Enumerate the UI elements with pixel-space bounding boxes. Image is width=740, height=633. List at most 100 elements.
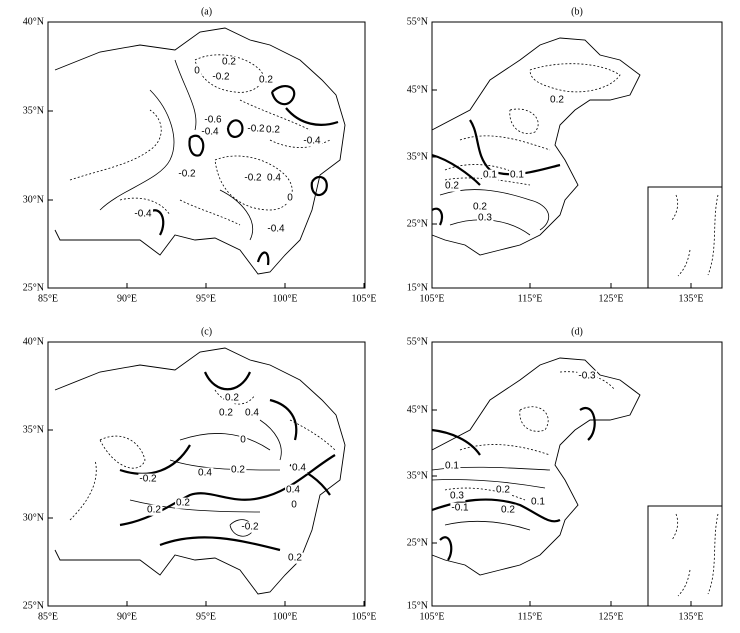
label-background bbox=[266, 223, 287, 235]
label-background bbox=[240, 521, 261, 533]
label-background bbox=[211, 71, 232, 83]
label-background bbox=[133, 208, 154, 220]
y-tick-label: 35°N bbox=[23, 105, 44, 116]
x-tick-label: 100°E bbox=[272, 293, 297, 304]
y-tick-label: 25°N bbox=[407, 537, 428, 548]
contour-label: 0.2 bbox=[219, 408, 233, 419]
contour-label: -0.3 bbox=[578, 371, 596, 382]
label-background bbox=[221, 56, 238, 68]
contour-label: -0.2 bbox=[139, 474, 157, 485]
label-background bbox=[495, 484, 512, 496]
contour-label: 0 bbox=[240, 435, 246, 446]
label-background bbox=[244, 407, 261, 419]
contour-label: 0.1 bbox=[531, 497, 545, 508]
label-background bbox=[266, 172, 283, 184]
y-tick-label: 30°N bbox=[23, 194, 44, 205]
contour-label: -0.2 bbox=[247, 124, 265, 135]
contour-label: 0.2 bbox=[266, 125, 280, 136]
panel-label: (a) bbox=[201, 6, 212, 17]
label-background bbox=[175, 497, 192, 509]
contour-label: 0.2 bbox=[147, 505, 161, 516]
label-background bbox=[230, 464, 247, 476]
x-tick-label: 115°E bbox=[518, 611, 543, 622]
map-frame bbox=[431, 21, 723, 289]
label-background bbox=[449, 490, 466, 502]
y-tick-label: 35°N bbox=[407, 151, 428, 162]
label-background bbox=[577, 370, 598, 382]
x-tick-label: 105°E bbox=[351, 293, 376, 304]
y-tick-label: 15°N bbox=[407, 600, 428, 611]
x-tick-label: 125°E bbox=[598, 611, 623, 622]
contour-label: 0.4 bbox=[245, 408, 259, 419]
x-tick-label: 105°E bbox=[419, 611, 444, 622]
contour-label: -0.4 bbox=[303, 136, 321, 147]
x-tick-label: 105°E bbox=[351, 611, 376, 622]
contour-label: 0.4 bbox=[292, 463, 306, 474]
y-tick-label: 45°N bbox=[407, 404, 428, 415]
label-background bbox=[258, 74, 275, 86]
label-background bbox=[285, 484, 302, 496]
contour-label: -0.4 bbox=[134, 209, 152, 220]
label-background bbox=[444, 180, 461, 192]
label-background bbox=[246, 123, 267, 135]
map-c bbox=[54, 347, 346, 595]
map-frame bbox=[431, 341, 723, 607]
label-background bbox=[477, 212, 494, 224]
contour-label: 0 bbox=[194, 66, 200, 77]
contour-label: 0.2 bbox=[259, 75, 273, 86]
x-tick-label: 95°E bbox=[196, 611, 216, 622]
label-background bbox=[482, 169, 499, 181]
contour-label: 0 bbox=[287, 193, 293, 204]
panel-label: (b) bbox=[571, 6, 583, 17]
y-tick-label: 25°N bbox=[23, 600, 44, 611]
label-background bbox=[265, 124, 282, 136]
label-background bbox=[138, 473, 159, 485]
contour-label: 0.2 bbox=[445, 181, 459, 192]
label-background bbox=[218, 407, 235, 419]
contour-label: 0.4 bbox=[286, 485, 300, 496]
x-tick-label: 105°E bbox=[419, 293, 444, 304]
label-background bbox=[549, 94, 566, 106]
label-background bbox=[290, 499, 299, 511]
y-tick-label: 30°N bbox=[23, 512, 44, 523]
label-background bbox=[197, 467, 214, 479]
contour-label: 0.4 bbox=[198, 468, 212, 479]
y-tick-label: 25°N bbox=[407, 218, 428, 229]
y-tick-label: 25°N bbox=[23, 282, 44, 293]
contour-label: -0.2 bbox=[178, 169, 196, 180]
label-background bbox=[200, 126, 221, 138]
map-b bbox=[431, 37, 723, 289]
x-tick-label: 125°E bbox=[598, 293, 623, 304]
y-tick-label: 45°N bbox=[407, 84, 428, 95]
contour-label: 0.2 bbox=[288, 553, 302, 564]
contour-label: -0.2 bbox=[244, 173, 262, 184]
x-tick-label: 90°E bbox=[117, 611, 137, 622]
contour-label: 0.4 bbox=[267, 173, 281, 184]
contour-label: 0.3 bbox=[450, 491, 464, 502]
contour-label: 0.2 bbox=[473, 202, 487, 213]
panel-label: (d) bbox=[571, 326, 583, 337]
label-background bbox=[203, 114, 224, 126]
contour-label: 0.2 bbox=[501, 505, 515, 516]
contour-label: 0.2 bbox=[496, 485, 510, 496]
contour-label: -0.4 bbox=[267, 224, 285, 235]
contour-label: 0.1 bbox=[445, 461, 459, 472]
x-tick-label: 135°E bbox=[678, 293, 703, 304]
x-tick-label: 85°E bbox=[38, 611, 58, 622]
x-tick-label: 100°E bbox=[272, 611, 297, 622]
map-d bbox=[431, 357, 723, 607]
y-tick-label: 35°N bbox=[23, 424, 44, 435]
label-background bbox=[224, 392, 241, 404]
contour-label: 0.2 bbox=[222, 57, 236, 68]
x-tick-label: 115°E bbox=[518, 293, 543, 304]
panel-label: (c) bbox=[201, 326, 212, 337]
y-tick-label: 40°N bbox=[23, 336, 44, 347]
contour-label: 0.2 bbox=[176, 498, 190, 509]
label-background bbox=[146, 504, 163, 516]
contour-label: -0.1 bbox=[451, 503, 469, 514]
contour-label: 0.2 bbox=[225, 393, 239, 404]
contour-label: 0.1 bbox=[510, 170, 524, 181]
x-tick-label: 90°E bbox=[117, 293, 137, 304]
contour-label: 0.3 bbox=[478, 213, 492, 224]
